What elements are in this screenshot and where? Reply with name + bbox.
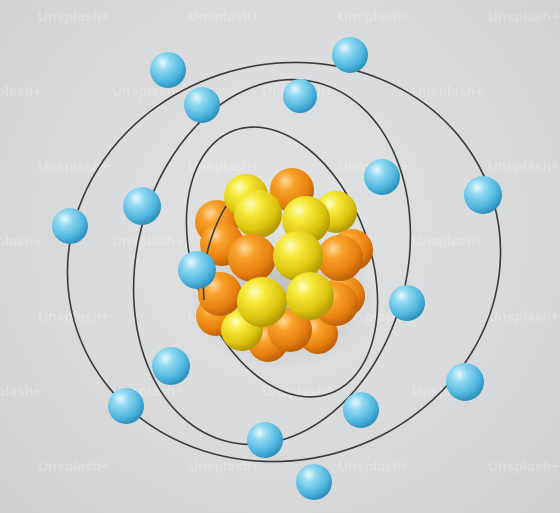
proton — [237, 277, 287, 327]
proton — [286, 272, 334, 320]
proton — [273, 231, 323, 281]
electron — [247, 422, 283, 458]
electron — [343, 392, 379, 428]
electron — [178, 251, 216, 289]
electron — [152, 347, 190, 385]
electron — [332, 37, 368, 73]
neutron — [317, 235, 363, 281]
proton — [234, 190, 282, 238]
electron — [446, 363, 484, 401]
electron — [123, 187, 161, 225]
electron — [52, 208, 88, 244]
electron — [184, 87, 220, 123]
electrons — [52, 37, 502, 500]
electron — [364, 159, 400, 195]
electron — [108, 388, 144, 424]
nucleus — [195, 168, 373, 362]
electron — [283, 79, 317, 113]
electron — [389, 285, 425, 321]
orbit-inner-front — [202, 205, 227, 301]
electron — [150, 52, 186, 88]
electron — [296, 464, 332, 500]
electron — [464, 176, 502, 214]
neutron — [228, 234, 276, 282]
